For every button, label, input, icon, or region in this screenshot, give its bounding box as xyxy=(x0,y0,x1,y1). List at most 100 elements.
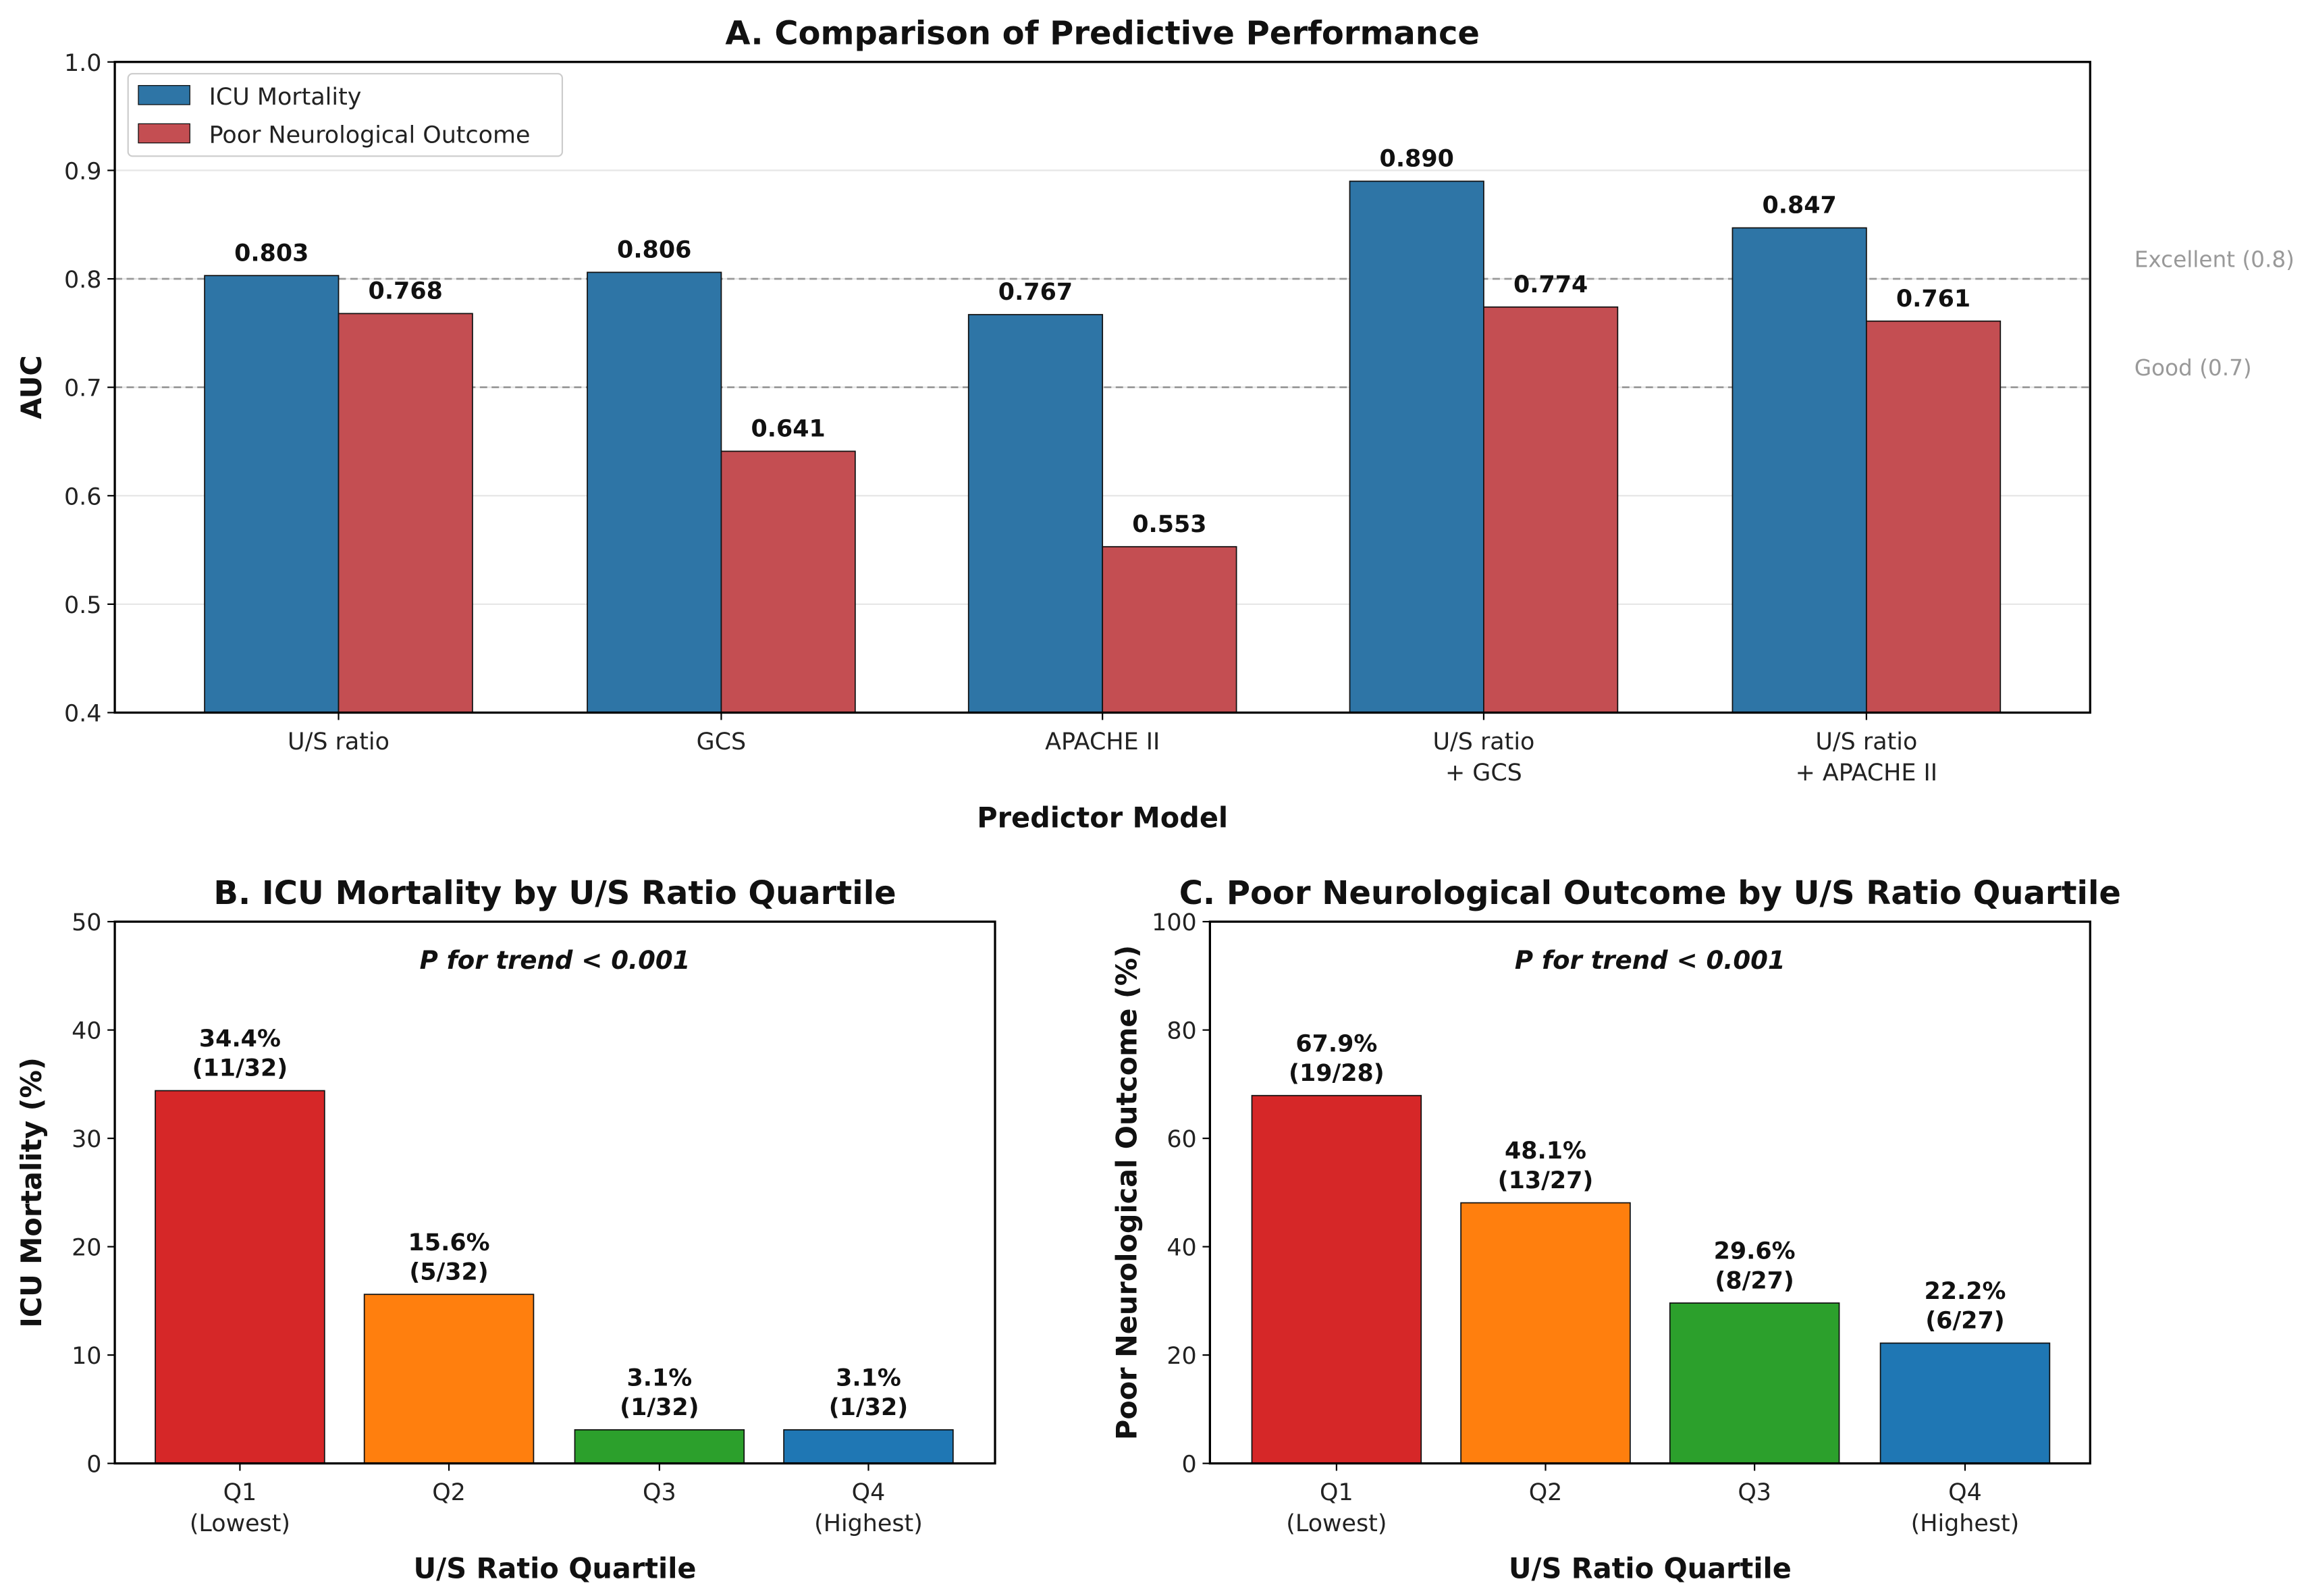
legend-swatch xyxy=(138,84,190,105)
bar-value-label: 0.803 xyxy=(234,240,308,267)
y-tick-label: 80 xyxy=(1166,1018,1196,1045)
y-tick-label: 100 xyxy=(1152,909,1197,936)
x-tick-label: + GCS xyxy=(1445,760,1522,787)
bar-value-label: 15.6% xyxy=(408,1229,490,1256)
y-tick-label: 0.6 xyxy=(64,483,101,510)
y-tick-label: 0.8 xyxy=(64,267,101,294)
bar-value-label: 22.2% xyxy=(1924,1278,2006,1305)
bar-value-label: 0.761 xyxy=(1896,286,1970,313)
bar-value-label: 0.847 xyxy=(1762,192,1836,219)
y-tick-label: 30 xyxy=(72,1126,101,1153)
bar-count-label: (13/27) xyxy=(1498,1167,1594,1194)
y-tick-label: 10 xyxy=(72,1343,101,1370)
legend-swatch xyxy=(138,123,190,144)
x-tick-label: (Highest) xyxy=(814,1510,923,1537)
bar-icu-mortality xyxy=(204,275,340,714)
trend-annotation: P for trend < 0.001 xyxy=(1515,946,1786,975)
y-tick-label: 1.0 xyxy=(64,50,101,77)
y-tick-label: 0.7 xyxy=(64,375,101,402)
y-tick-label: 40 xyxy=(72,1018,101,1045)
x-tick-label: Q4 xyxy=(852,1479,886,1506)
bar-q1 xyxy=(1251,1094,1422,1464)
bar-value-label: 67.9% xyxy=(1295,1030,1377,1057)
bar-q2 xyxy=(1460,1202,1631,1464)
y-tick-label: 20 xyxy=(1166,1343,1196,1370)
x-tick-label: Q2 xyxy=(432,1479,466,1506)
chart-panel-a: A. Comparison of Predictive Performance 0… xyxy=(16,15,2294,834)
bar-poor-neuro-outcome xyxy=(1102,546,1237,714)
x-tick-label: Q3 xyxy=(1738,1479,1771,1506)
y-tick-label: 0.5 xyxy=(64,592,101,619)
bar-icu-mortality xyxy=(587,271,722,714)
x-tick-label: Q4 xyxy=(1948,1479,1982,1506)
legend-label: ICU Mortality xyxy=(209,84,362,111)
bar-value-label: 0.774 xyxy=(1513,271,1588,298)
chart-title: C. Poor Neurological Outcome by U/S Rati… xyxy=(1179,874,2121,912)
bar-value-label: 48.1% xyxy=(1505,1138,1586,1165)
x-axis-label: U/S Ratio Quartile xyxy=(414,1553,697,1585)
bar-count-label: (1/32) xyxy=(620,1394,699,1421)
bar-count-label: (5/32) xyxy=(409,1258,488,1285)
bar-count-label: (19/28) xyxy=(1289,1060,1385,1087)
bar-q3 xyxy=(1669,1302,1840,1464)
y-tick-label: 0 xyxy=(86,1452,101,1479)
y-tick-label: 20 xyxy=(72,1235,101,1262)
bar-count-label: (6/27) xyxy=(1925,1308,2004,1335)
bar-q4 xyxy=(1879,1342,2051,1464)
x-axis-label: Predictor Model xyxy=(977,802,1228,834)
x-tick-label: (Lowest) xyxy=(190,1510,290,1537)
y-tick-label: 50 xyxy=(72,909,101,936)
bar-count-label: (8/27) xyxy=(1715,1267,1794,1294)
chart-title: B. ICU Mortality by U/S Ratio Quartile xyxy=(213,874,896,912)
bar-poor-neuro-outcome xyxy=(720,450,856,714)
y-tick-label: 0.4 xyxy=(64,701,101,728)
y-tick-label: 60 xyxy=(1166,1126,1196,1153)
x-tick-label: GCS xyxy=(697,728,747,755)
x-tick-label: Q3 xyxy=(643,1479,676,1506)
legend-box xyxy=(127,73,564,157)
bar-icu-mortality xyxy=(967,314,1104,714)
trend-annotation: P for trend < 0.001 xyxy=(420,946,691,975)
legend-label: Poor Neurological Outcome xyxy=(209,122,531,149)
x-axis-label: U/S Ratio Quartile xyxy=(1509,1553,1792,1585)
bar-q1 xyxy=(155,1090,325,1464)
bar-poor-neuro-outcome xyxy=(1865,320,2002,714)
bar-value-label: 0.553 xyxy=(1132,511,1206,538)
bar-count-label: (1/32) xyxy=(829,1394,908,1421)
bar-value-label: 3.1% xyxy=(626,1364,692,1391)
chart-title: A. Comparison of Predictive Performance xyxy=(725,15,1480,53)
reference-line-label: Excellent (0.8) xyxy=(2135,247,2294,273)
x-tick-label: Q1 xyxy=(1320,1479,1353,1506)
legend: ICU Mortality Poor Neurological Outcome xyxy=(127,73,564,157)
bar-icu-mortality xyxy=(1732,227,1867,714)
x-tick-label: (Lowest) xyxy=(1286,1510,1387,1537)
bar-value-label: 0.806 xyxy=(617,237,691,264)
x-tick-label: APACHE II xyxy=(1045,728,1160,755)
reference-line-label: Good (0.7) xyxy=(2135,355,2252,381)
y-tick-label: 40 xyxy=(1166,1235,1196,1262)
bar-q2 xyxy=(363,1294,535,1464)
bar-icu-mortality xyxy=(1349,180,1484,714)
bar-value-label: 0.641 xyxy=(751,416,825,443)
bar-value-label: 29.6% xyxy=(1714,1238,1796,1265)
x-tick-label: U/S ratio xyxy=(288,728,390,755)
y-tick-label: 0.9 xyxy=(64,158,101,185)
bar-value-label: 0.767 xyxy=(998,279,1073,306)
bar-q3 xyxy=(574,1429,745,1464)
y-axis-label: AUC xyxy=(16,355,48,419)
plot-frame xyxy=(113,920,996,1465)
bar-value-label: 3.1% xyxy=(836,1364,901,1391)
x-tick-label: + APACHE II xyxy=(1796,760,1937,787)
x-tick-label: U/S ratio xyxy=(1432,728,1534,755)
x-tick-label: Q2 xyxy=(1529,1479,1563,1506)
x-tick-label: Q1 xyxy=(223,1479,257,1506)
chart-panel-c: C. Poor Neurological Outcome by U/S Rati… xyxy=(1110,874,2121,1585)
bar-value-label: 0.768 xyxy=(369,278,443,305)
y-tick-label: 0 xyxy=(1182,1452,1197,1479)
bar-value-label: 34.4% xyxy=(199,1026,281,1053)
bar-poor-neuro-outcome xyxy=(1483,306,1619,714)
x-tick-label: U/S ratio xyxy=(1815,728,1917,755)
chart-panel-b: B. ICU Mortality by U/S Ratio Quartile 0 1… xyxy=(16,874,996,1585)
plot-frame xyxy=(1208,920,2091,1465)
